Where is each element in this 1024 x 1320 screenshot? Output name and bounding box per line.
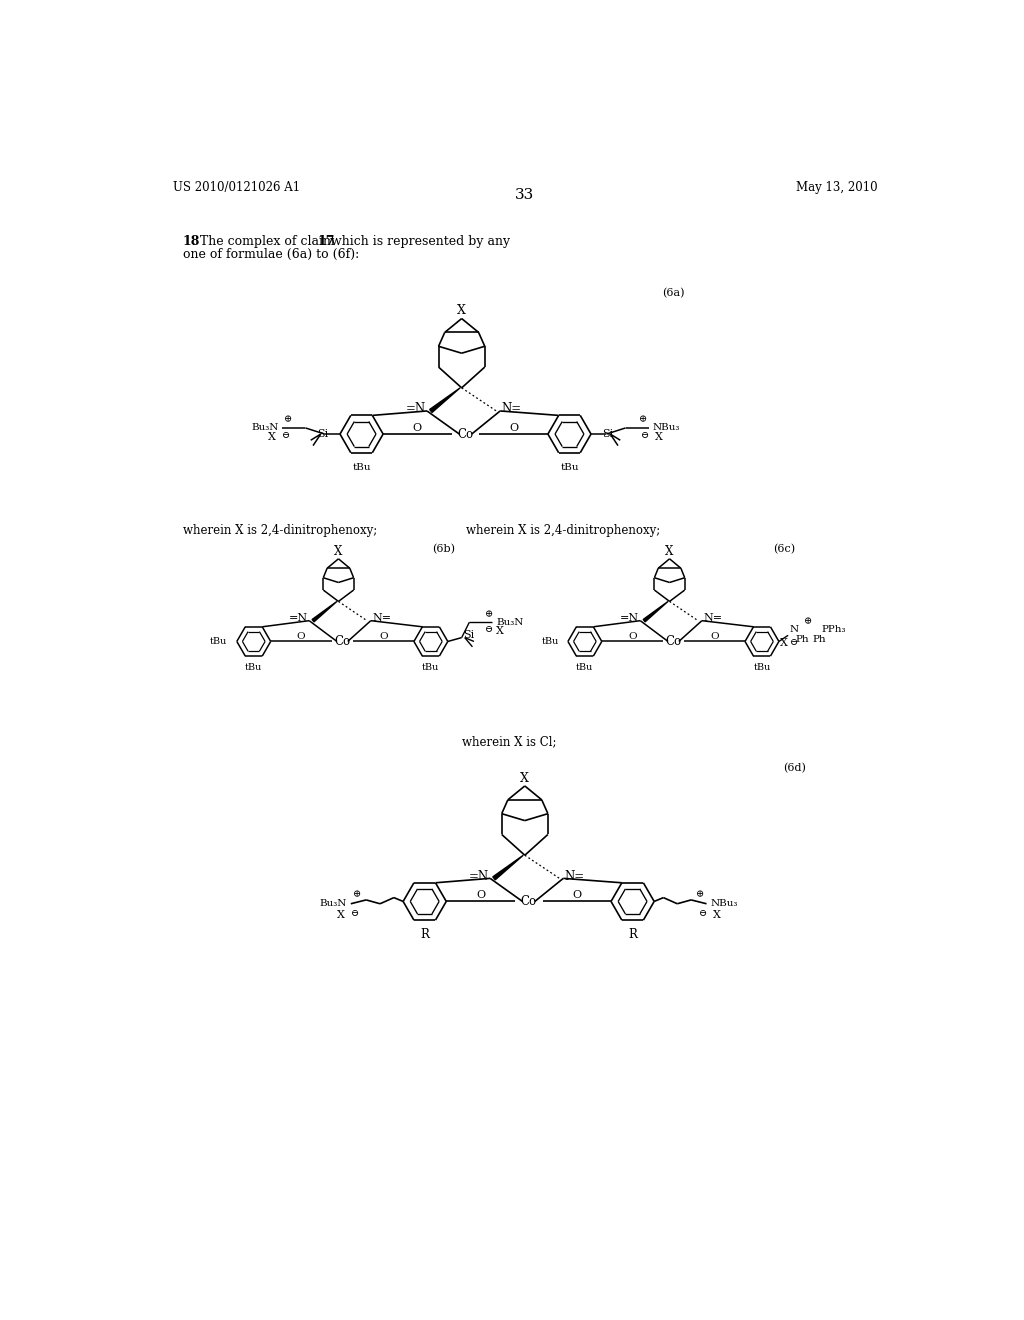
Text: US 2010/0121026 A1: US 2010/0121026 A1 <box>173 181 300 194</box>
Text: one of formulae (6a) to (6f):: one of formulae (6a) to (6f): <box>183 248 359 261</box>
Text: O: O <box>509 422 518 433</box>
Text: =N: =N <box>620 614 639 623</box>
Text: X: X <box>458 305 466 317</box>
Text: 17: 17 <box>317 235 335 248</box>
Text: X: X <box>655 432 663 442</box>
Text: ⊕: ⊕ <box>639 416 647 425</box>
Text: Co: Co <box>520 895 537 908</box>
Text: wherein X is 2,4-dinitrophenoxy;: wherein X is 2,4-dinitrophenoxy; <box>466 524 659 537</box>
Text: X: X <box>780 638 788 648</box>
Text: Co: Co <box>666 635 682 648</box>
Text: tBu: tBu <box>352 463 371 471</box>
Text: NBu₃: NBu₃ <box>652 424 680 433</box>
Text: X: X <box>497 627 504 636</box>
Text: tBu: tBu <box>560 463 579 471</box>
Text: ⊕: ⊕ <box>804 616 812 626</box>
Text: . The complex of claim: . The complex of claim <box>193 235 339 248</box>
Text: ⊖: ⊖ <box>282 432 290 440</box>
Text: N=: N= <box>703 614 723 623</box>
Text: ⊕: ⊕ <box>696 890 705 899</box>
Text: wherein X is 2,4-dinitrophenoxy;: wherein X is 2,4-dinitrophenoxy; <box>183 524 377 537</box>
Text: tBu: tBu <box>210 638 227 645</box>
Text: (6b): (6b) <box>432 544 456 554</box>
Text: tBu: tBu <box>542 638 559 645</box>
Text: X: X <box>713 909 721 920</box>
Text: NBu₃: NBu₃ <box>711 899 737 908</box>
Text: X: X <box>520 772 529 785</box>
Text: O: O <box>572 890 582 900</box>
Text: ⊖: ⊖ <box>484 626 493 635</box>
Text: O: O <box>711 631 719 640</box>
Text: =N: =N <box>469 870 488 883</box>
Text: Co: Co <box>458 428 473 441</box>
Text: ⊖: ⊖ <box>791 639 799 648</box>
Text: O: O <box>413 422 422 433</box>
Text: Si: Si <box>317 429 329 440</box>
Polygon shape <box>430 388 460 412</box>
Text: Ph: Ph <box>796 635 809 644</box>
Text: X: X <box>666 545 674 557</box>
Text: tBu: tBu <box>422 663 439 672</box>
Polygon shape <box>643 602 668 622</box>
Text: tBu: tBu <box>754 663 771 672</box>
Text: R: R <box>628 928 637 941</box>
Text: ⊕: ⊕ <box>285 416 293 425</box>
Text: O: O <box>379 631 388 640</box>
Text: O: O <box>297 631 305 640</box>
Text: 18: 18 <box>183 235 201 248</box>
Text: N: N <box>790 624 799 634</box>
Text: ⊖: ⊖ <box>350 908 358 917</box>
Text: O: O <box>476 890 485 900</box>
Text: R: R <box>420 928 429 941</box>
Text: which is represented by any: which is represented by any <box>327 235 510 248</box>
Text: ⊖: ⊖ <box>641 432 649 440</box>
Text: Ph: Ph <box>812 635 825 644</box>
Text: (6d): (6d) <box>783 763 806 774</box>
Text: =N: =N <box>289 614 307 623</box>
Text: Bu₃N: Bu₃N <box>251 424 279 433</box>
Text: =N: =N <box>406 403 425 416</box>
Text: 33: 33 <box>515 189 535 202</box>
Text: tBu: tBu <box>245 663 262 672</box>
Text: X: X <box>337 909 345 920</box>
Polygon shape <box>312 602 337 622</box>
Text: Bu₃N: Bu₃N <box>497 618 523 627</box>
Text: (6c): (6c) <box>773 544 796 554</box>
Text: (6a): (6a) <box>662 288 684 298</box>
Text: Si: Si <box>463 630 474 640</box>
Text: Bu₃N: Bu₃N <box>319 899 347 908</box>
Text: N=: N= <box>502 403 522 416</box>
Text: May 13, 2010: May 13, 2010 <box>796 181 878 194</box>
Polygon shape <box>493 855 523 880</box>
Text: wherein X is Cl;: wherein X is Cl; <box>462 735 556 748</box>
Text: Co: Co <box>334 635 350 648</box>
Text: X: X <box>334 545 343 557</box>
Text: X: X <box>268 432 276 442</box>
Text: tBu: tBu <box>577 663 594 672</box>
Text: Si: Si <box>602 429 613 440</box>
Text: N=: N= <box>373 614 391 623</box>
Text: PPh₃: PPh₃ <box>821 624 846 634</box>
Text: ⊖: ⊖ <box>698 908 707 917</box>
Text: O: O <box>628 631 637 640</box>
Text: ⊕: ⊕ <box>484 610 493 619</box>
Text: N=: N= <box>565 870 585 883</box>
Text: ⊕: ⊕ <box>353 890 361 899</box>
